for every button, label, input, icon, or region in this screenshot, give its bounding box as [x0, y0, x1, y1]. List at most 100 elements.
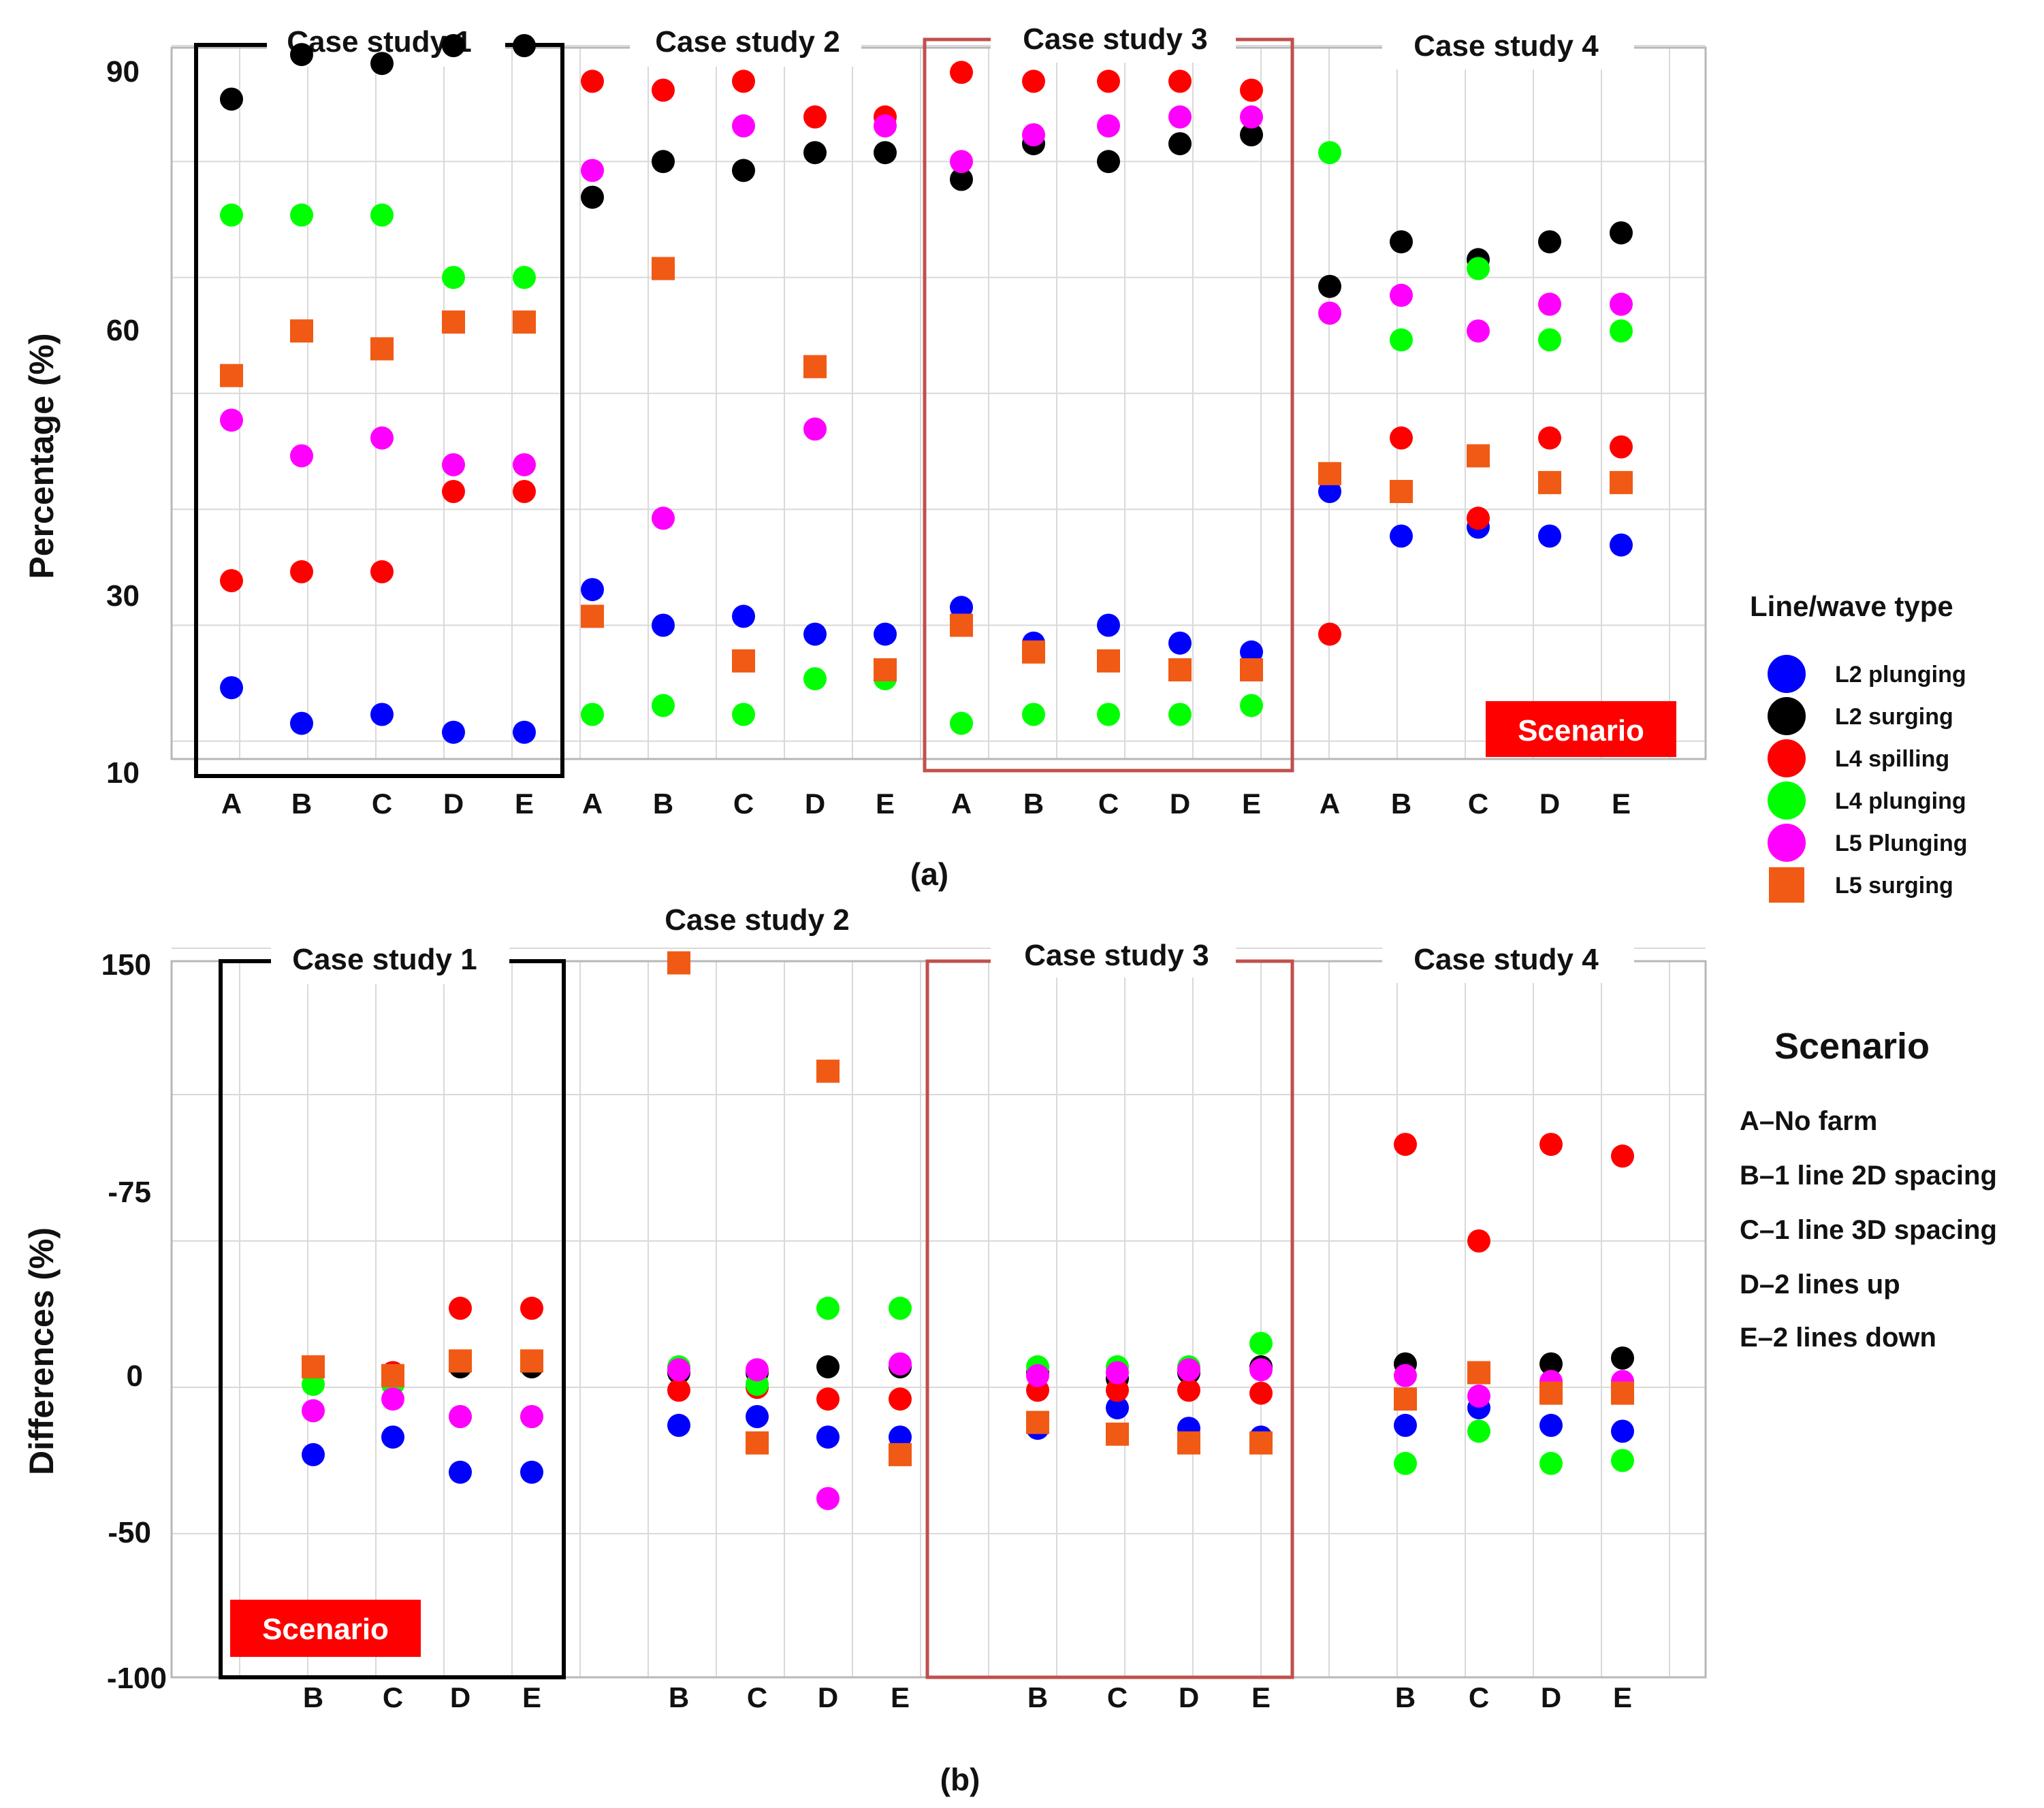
legend-item-l5-plunging: L5 Plunging — [1768, 824, 1968, 862]
panel-a-y-axis-label: Percentage (%) — [22, 333, 61, 579]
panel-b-mark-l5-surging-case1-d — [449, 1349, 472, 1373]
panel-b-mark-l5-plunging-case1-e — [520, 1405, 543, 1428]
panel-a-mark-l5-plunging-case2-b — [652, 506, 675, 530]
panel-b-case2-title-bg — [643, 897, 875, 943]
panel-b-mark-l4-spilling-case3-d — [1177, 1378, 1200, 1402]
panel-b-mark-l2-plunging-case1-c — [381, 1425, 404, 1449]
legend-swatch-l2-plunging — [1768, 655, 1806, 693]
panel-a-mark-l5-plunging-case2-e — [874, 114, 897, 138]
legend-label-l4-plunging: L4 plunging — [1835, 788, 1966, 814]
panel-b-y-axis-label: Differences (%) — [22, 1227, 61, 1475]
panel-b-mark-l5-surging-case4-e — [1611, 1381, 1634, 1405]
panel-a-mark-l5-surging-case4-d — [1538, 470, 1561, 494]
panel-a-x-tick-case1-e: E — [515, 788, 534, 820]
panel-a-mark-l5-plunging-case3-e — [1240, 105, 1263, 129]
panel-b-y-tick-0: 0 — [127, 1359, 143, 1393]
panel-b-mark-l4-plunging-case4-b — [1394, 1451, 1417, 1475]
panel-b-mark-l4-plunging-case2-e — [889, 1296, 912, 1320]
panel-a-mark-l2-plunging-case2-a — [581, 578, 604, 602]
panel-b-mark-l4-spilling-case3-e — [1249, 1381, 1273, 1405]
panel-b-mark-l4-plunging-case3-e — [1249, 1331, 1273, 1355]
panel-b-mark-l2-surging-case2-d — [816, 1355, 840, 1378]
panel-a-mark-l4-plunging-case4-a — [1318, 141, 1341, 165]
panel-b-mark-l2-plunging-case4-b — [1394, 1413, 1417, 1437]
panel-a-mark-l4-spilling-case4-b — [1390, 426, 1413, 450]
panel-a-mark-l5-plunging-case2-c — [732, 114, 755, 138]
panel-b-mark-l4-spilling-case3-c — [1106, 1378, 1129, 1402]
panel-a-y-tick-60: 60 — [106, 314, 140, 347]
panel-a-mark-l2-surging-case1-b — [290, 43, 313, 67]
scenario-legend-item-d: D–2 lines up — [1740, 1270, 1900, 1300]
panel-a-mark-l5-surging-case3-e — [1240, 658, 1263, 681]
legend-swatch-l5-plunging — [1768, 824, 1806, 862]
panel-a-mark-l5-surging-case3-a — [950, 613, 973, 637]
panel-b-mark-l5-plunging-case2-b — [667, 1358, 690, 1382]
panel-a-mark-l5-plunging-case2-a — [581, 159, 604, 182]
panel-a-mark-l2-surging-case4-d — [1538, 230, 1561, 254]
panel-b-case-title-3: Case study 3 — [1024, 939, 1209, 972]
panel-a-mark-l2-plunging-case2-b — [652, 613, 675, 637]
panel-a-mark-l5-surging-case3-b — [1022, 640, 1045, 664]
panel-a-y-tick-10: 10 — [106, 756, 140, 790]
panel-a-mark-l2-plunging-case1-b — [290, 711, 313, 735]
panel-a-mark-l2-plunging-case2-d — [803, 622, 827, 646]
panel-a-mark-l5-plunging-case4-a — [1318, 302, 1341, 325]
panel-b-mark-l2-plunging-case1-b — [302, 1442, 325, 1466]
scenario-legend-title: Scenario — [1774, 1026, 1930, 1067]
panel-b-mark-l4-spilling-case4-d — [1539, 1133, 1563, 1157]
panel-a-mark-l2-surging-case2-a — [581, 185, 604, 209]
panel-a-mark-l2-surging-case3-c — [1097, 150, 1120, 174]
panel-b-mark-l4-plunging-case4-e — [1611, 1449, 1634, 1472]
panel-a-x-tick-case3-d: D — [1170, 788, 1190, 820]
panel-b-mark-l5-surging-case1-c — [381, 1363, 404, 1387]
panel-a-scenario-badge — [1486, 701, 1676, 757]
panel-a: Case study 1 Case study 2 Case study 3 C… — [22, 18, 1707, 892]
panel-a-mark-l2-surging-case4-a — [1318, 274, 1341, 298]
panel-b-mark-l5-surging-case3-b — [1026, 1410, 1049, 1434]
panel-b-x-tick-case1-d: D — [450, 1681, 470, 1713]
panel-b-mark-l4-spilling-case4-b — [1394, 1133, 1417, 1157]
legend-items: L2 plunging L2 surging L4 spilling L4 plung… — [1768, 655, 1968, 903]
panel-b-mark-l5-plunging-case2-d — [816, 1487, 840, 1511]
panel-a-mark-l2-surging-case1-e — [513, 34, 536, 57]
legend-item-l2-surging: L2 surging — [1768, 697, 1953, 735]
panel-b-mark-l2-plunging-case4-e — [1611, 1419, 1634, 1443]
panel-b-scenario-badge-label: Scenario — [262, 1613, 389, 1646]
legend-swatch-l5-surging — [1769, 867, 1804, 903]
panel-a-mark-l4-plunging-case1-a — [220, 203, 243, 227]
panel-b-x-tick-case3-e: E — [1251, 1681, 1271, 1713]
panel-b-mark-l5-surging-case3-e — [1249, 1431, 1273, 1455]
panel-a-mark-l2-plunging-case3-e — [1240, 640, 1263, 664]
panel-a-mark-l5-plunging-case4-c — [1467, 319, 1490, 343]
panel-b-mark-l2-plunging-case2-e — [889, 1425, 912, 1449]
panel-b-mark-l4-plunging-case2-d — [816, 1296, 840, 1320]
panel-a-mark-l2-plunging-case3-a — [950, 596, 973, 619]
panel-b-mark-l2-surging-case4-e — [1611, 1346, 1634, 1370]
panel-b-y-tick-100: -100 — [107, 1662, 167, 1695]
panel-a-mark-l4-plunging-case2-c — [732, 703, 755, 726]
scenario-legend-item-c: C–1 line 3D spacing — [1740, 1215, 1997, 1245]
panel-a-mark-l2-surging-case1-a — [220, 87, 243, 111]
panel-a-mark-l4-plunging-case2-d — [803, 667, 827, 691]
panel-a-x-tick-case3-b: B — [1023, 788, 1044, 820]
panel-a-mark-l4-spilling-case3-c — [1097, 69, 1120, 93]
legend-swatch-l4-spilling — [1768, 739, 1806, 777]
panel-b: Case study 1 Case study 2 Case study 3 C… — [22, 897, 1707, 1797]
panel-b-mark-l5-surging-case4-b — [1394, 1387, 1417, 1411]
panel-b-x-tick-case2-c: C — [747, 1681, 767, 1713]
panel-a-mark-l5-surging-case2-b — [652, 257, 675, 280]
panel-b-mark-l5-plunging-case1-d — [449, 1405, 472, 1428]
panel-a-mark-l2-plunging-case1-e — [513, 720, 536, 744]
panel-b-mark-l2-plunging-case3-c — [1106, 1396, 1129, 1420]
panel-b-mark-l4-spilling-case2-d — [816, 1387, 840, 1411]
panel-b-mark-l5-surging-case2-c — [746, 1431, 769, 1455]
panel-a-mark-l5-surging-case3-d — [1168, 658, 1192, 681]
legend-item-l4-plunging: L4 plunging — [1768, 781, 1966, 820]
panel-a-mark-l5-surging-case2-a — [581, 604, 604, 628]
legend-item-l4-spilling: L4 spilling — [1768, 739, 1949, 777]
panel-b-mark-l5-surging-case2-d — [816, 1059, 840, 1083]
panel-a-mark-l5-surging-case1-e — [513, 310, 536, 334]
panel-a-mark-l2-surging-case1-d — [442, 34, 465, 57]
panel-a-mark-l4-plunging-case3-a — [950, 711, 973, 735]
